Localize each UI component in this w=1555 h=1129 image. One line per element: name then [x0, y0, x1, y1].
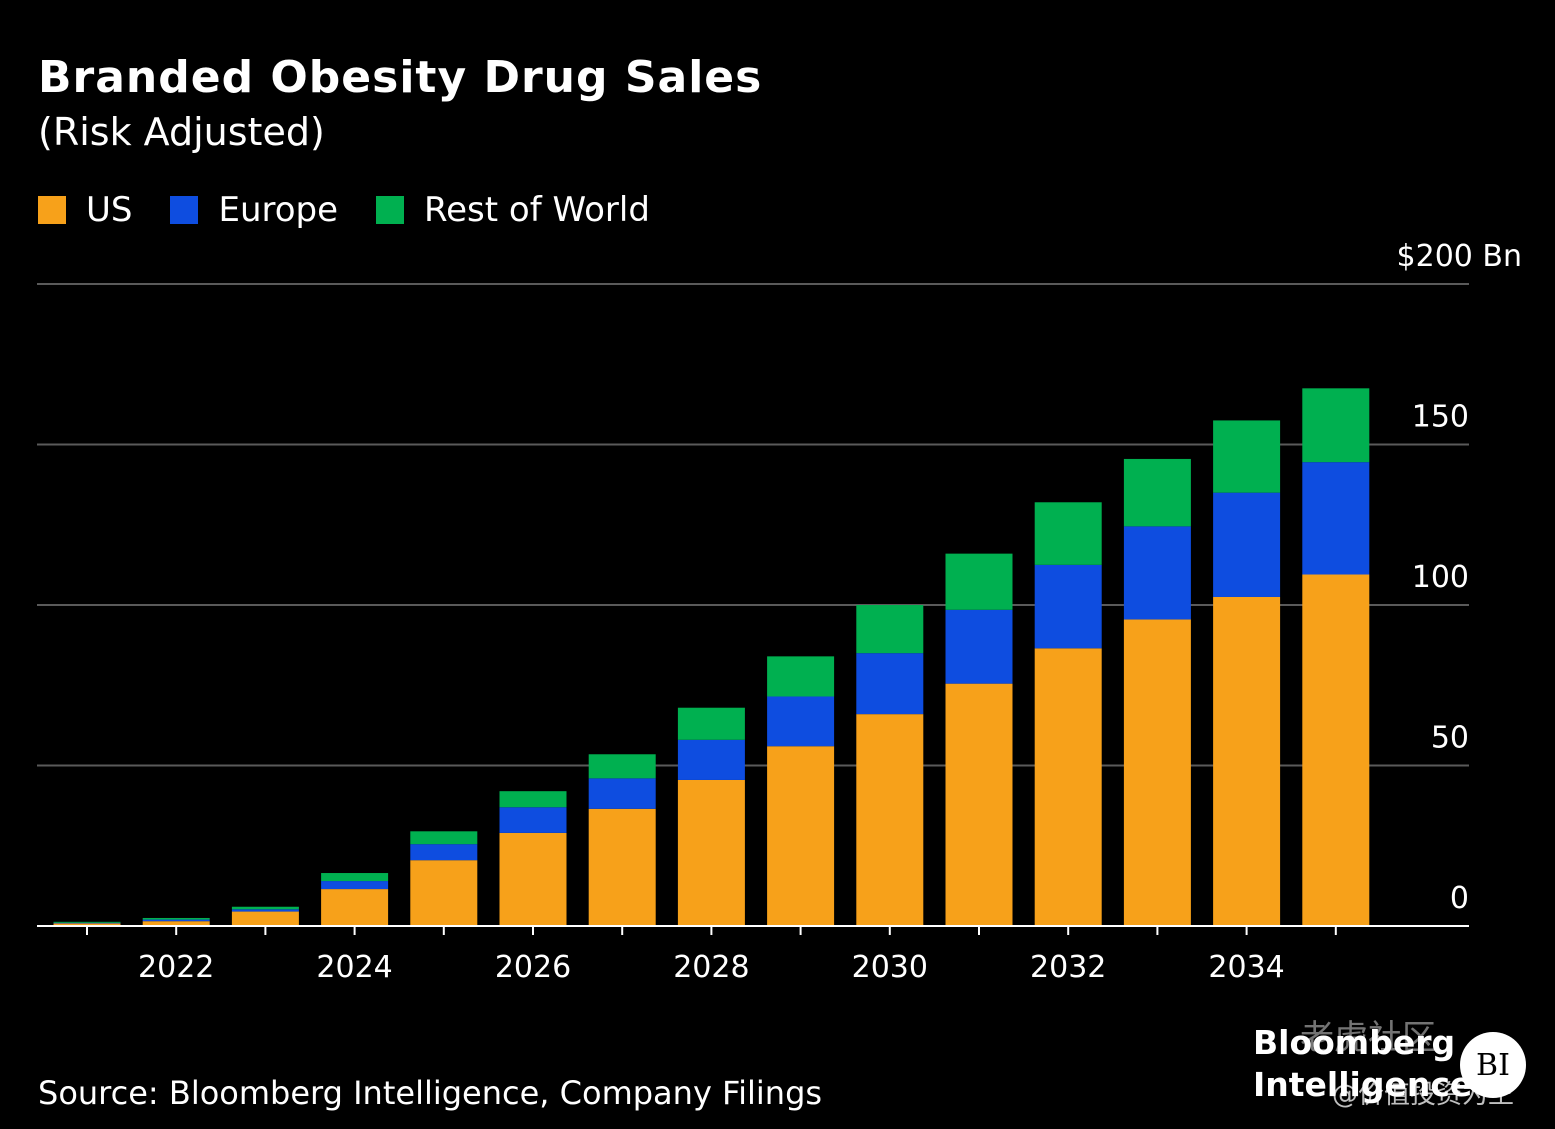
bar-segment-us: [53, 923, 121, 926]
legend: US Europe Rest of World: [38, 190, 688, 230]
y-tick-label: 0: [1450, 881, 1469, 916]
legend-swatch-us: [38, 196, 66, 224]
bar-segment-europe: [856, 653, 924, 715]
legend-label-us: US: [86, 190, 133, 230]
bar-segment-us: [142, 921, 210, 926]
bar-segment-europe: [677, 739, 745, 780]
bar-segment-rest-of-world: [1302, 388, 1370, 463]
stacked-bar-chart: 0 50 100 150 $200 Bn 2022 2024 2026 2028 2030 2032…: [37, 239, 1522, 985]
bar-segment-us: [677, 779, 745, 926]
legend-swatch-europe: [170, 196, 199, 224]
legend-swatch-rest-of-world: [376, 196, 405, 224]
bar-segment-rest-of-world: [1213, 420, 1281, 493]
bar-segment-europe: [945, 609, 1013, 684]
bar-segment-us: [1302, 574, 1370, 926]
bar-segment-europe: [410, 844, 478, 861]
bar-segment-europe: [142, 919, 210, 922]
bar-segment-rest-of-world: [856, 605, 924, 654]
bar-segment-rest-of-world: [1123, 458, 1191, 527]
source-note: Source: Bloomberg Intelligence, Company …: [38, 1074, 823, 1112]
legend-label-rest-of-world: Rest of World: [424, 190, 650, 230]
bar-segment-europe: [588, 778, 656, 809]
bar-segment-europe: [53, 922, 121, 924]
bar-segment-us: [1213, 596, 1281, 926]
y-tick-label: 50: [1431, 721, 1469, 756]
watermark-handle: @价值投资为王: [1332, 1080, 1515, 1110]
legend-item-europe: Europe: [170, 190, 338, 230]
bar-segment-europe: [1034, 564, 1102, 649]
bar-segment-europe: [231, 909, 299, 912]
bar-segment-europe: [499, 807, 567, 833]
bar-segment-rest-of-world: [677, 707, 745, 740]
y-tick-label: 150: [1412, 400, 1469, 435]
x-tick-label: 2032: [1030, 950, 1106, 985]
x-tick-label: 2034: [1208, 950, 1284, 985]
bar-segment-europe: [1302, 462, 1370, 575]
legend-item-rest-of-world: Rest of World: [376, 190, 650, 230]
chart-subtitle: (Risk Adjusted): [38, 110, 325, 154]
bar-segment-rest-of-world: [53, 921, 121, 923]
bar-segment-us: [321, 889, 389, 926]
logo-line-2: Intelligence: [1253, 1065, 1473, 1104]
bar-segment-us: [856, 714, 924, 926]
bar-segment-us: [1034, 648, 1102, 926]
x-tick-label: 2026: [495, 950, 571, 985]
bar-segment-us: [588, 808, 656, 926]
chart-title: Branded Obesity Drug Sales: [38, 52, 763, 103]
bar-segment-us: [231, 911, 299, 926]
bar-segment-rest-of-world: [231, 906, 299, 910]
bar-segment-us: [945, 683, 1013, 926]
bar-segment-europe: [1213, 492, 1281, 597]
bloomberg-intelligence-logo: Bloomberg Intelligence: [1253, 1022, 1472, 1106]
bar-segment-us: [410, 860, 478, 926]
watermark-text: 老虎社区: [1300, 1018, 1436, 1058]
bar-segment-us: [499, 832, 567, 926]
bar-segment-europe: [767, 696, 835, 747]
legend-item-us: US: [38, 190, 132, 230]
bar-segment-europe: [1123, 526, 1191, 620]
x-tick-label: 2024: [316, 950, 392, 985]
bar-segment-us: [767, 746, 835, 926]
y-tick-label: $200 Bn: [1397, 239, 1522, 274]
bar-segment-rest-of-world: [321, 873, 389, 882]
y-tick-label: 100: [1412, 560, 1469, 595]
bar-segment-europe: [321, 881, 389, 890]
bar-segment-rest-of-world: [410, 831, 478, 845]
bi-badge-icon: BI: [1460, 1032, 1526, 1098]
bar-segment-rest-of-world: [142, 917, 210, 920]
bar-segment-rest-of-world: [499, 791, 567, 808]
bar-segment-rest-of-world: [945, 553, 1013, 610]
bar-segment-us: [1123, 619, 1191, 926]
x-tick-label: 2028: [673, 950, 749, 985]
bar-segment-rest-of-world: [1034, 502, 1102, 565]
x-tick-label: 2022: [138, 950, 214, 985]
bar-segment-rest-of-world: [767, 656, 835, 697]
legend-label-europe: Europe: [218, 190, 339, 230]
logo-line-1: Bloomberg: [1253, 1023, 1456, 1062]
bar-segment-rest-of-world: [588, 754, 656, 779]
x-tick-label: 2030: [852, 950, 928, 985]
